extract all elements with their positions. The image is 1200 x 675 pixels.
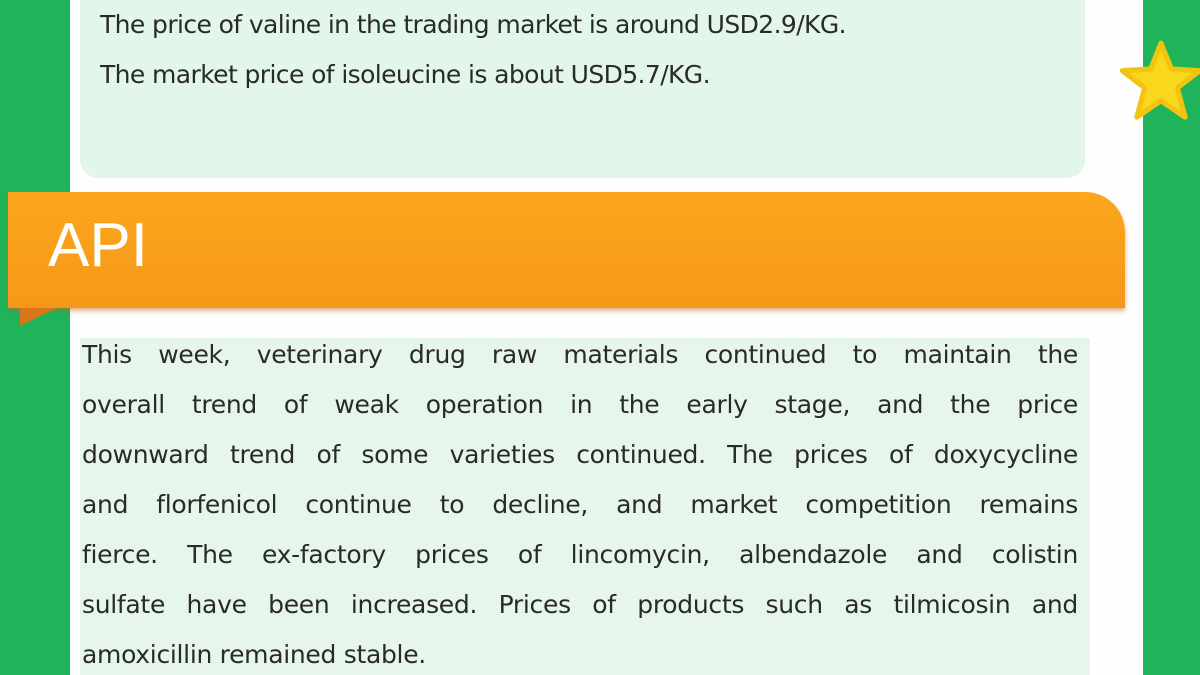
section-title: API <box>48 211 148 280</box>
star-icon <box>1119 40 1200 120</box>
paragraph-line: downward trend of some varieties continu… <box>82 440 1078 469</box>
paragraph-line: fierce. The ex-factory prices of lincomy… <box>82 540 1078 569</box>
paragraph-line: This week, veterinary drug raw materials… <box>82 340 1078 369</box>
paragraph-line: and florfenicol continue to decline, and… <box>82 490 1078 519</box>
valine-price-text: The price of valine in the trading marke… <box>100 10 847 39</box>
paragraph-line: sulfate have been increased. Prices of p… <box>82 590 1078 619</box>
api-text-card <box>80 338 1090 675</box>
banner-fold <box>20 308 56 326</box>
paragraph-line: amoxicillin remained stable. <box>82 640 426 669</box>
api-section-banner: API <box>8 192 1125 308</box>
paragraph-line: overall trend of weak operation in the e… <box>82 390 1078 419</box>
isoleucine-price-text: The market price of isoleucine is about … <box>100 60 711 89</box>
amino-acid-price-card <box>80 0 1085 178</box>
